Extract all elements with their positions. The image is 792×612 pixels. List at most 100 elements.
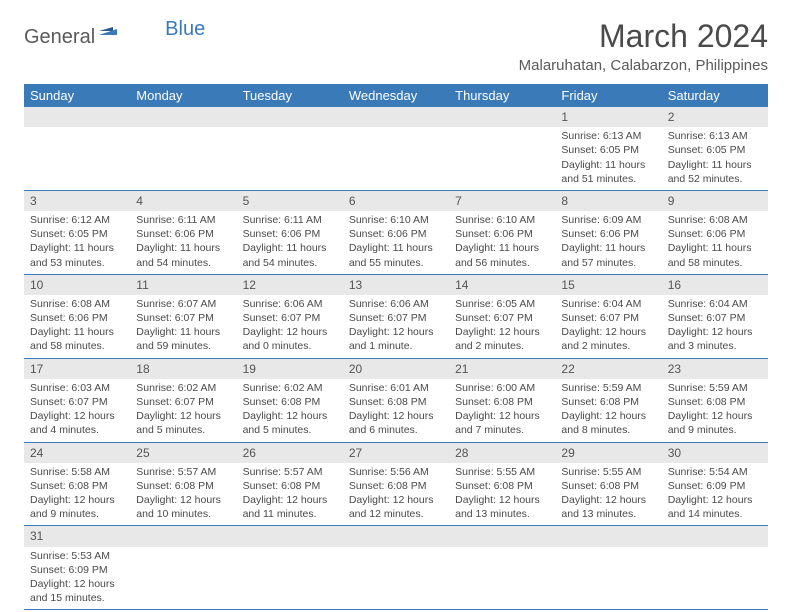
day-number-cell: 28 <box>449 442 555 463</box>
header-row: General Blue March 2024 Malaruhatan, Cal… <box>24 18 768 80</box>
day-data-cell <box>130 547 236 610</box>
day-data-cell: Sunrise: 5:55 AMSunset: 6:08 PMDaylight:… <box>555 463 661 526</box>
day-data-cell <box>237 127 343 190</box>
day-data-cell: Sunrise: 6:10 AMSunset: 6:06 PMDaylight:… <box>449 211 555 274</box>
day-data-cell: Sunrise: 6:12 AMSunset: 6:05 PMDaylight:… <box>24 211 130 274</box>
day-number-cell: 7 <box>449 190 555 211</box>
day-number-cell: 27 <box>343 442 449 463</box>
day-number-cell <box>449 526 555 547</box>
day-data-row: Sunrise: 6:08 AMSunset: 6:06 PMDaylight:… <box>24 295 768 358</box>
logo-text-general: General <box>24 26 95 49</box>
day-number-cell: 20 <box>343 358 449 379</box>
day-data-cell: Sunrise: 6:06 AMSunset: 6:07 PMDaylight:… <box>237 295 343 358</box>
day-number-cell <box>24 107 130 127</box>
day-number-cell <box>343 107 449 127</box>
day-data-cell: Sunrise: 6:11 AMSunset: 6:06 PMDaylight:… <box>130 211 236 274</box>
day-number-cell: 13 <box>343 274 449 295</box>
weekday-header: Sunday <box>24 84 130 107</box>
day-data-cell <box>343 547 449 610</box>
day-number-cell: 17 <box>24 358 130 379</box>
day-data-cell: Sunrise: 5:59 AMSunset: 6:08 PMDaylight:… <box>662 379 768 442</box>
day-data-cell: Sunrise: 5:53 AMSunset: 6:09 PMDaylight:… <box>24 547 130 610</box>
day-number-cell: 2 <box>662 107 768 127</box>
day-number-row: 24252627282930 <box>24 442 768 463</box>
day-data-cell: Sunrise: 5:58 AMSunset: 6:08 PMDaylight:… <box>24 463 130 526</box>
day-number-row: 10111213141516 <box>24 274 768 295</box>
weekday-header: Monday <box>130 84 236 107</box>
day-number-cell: 16 <box>662 274 768 295</box>
day-data-cell: Sunrise: 6:08 AMSunset: 6:06 PMDaylight:… <box>24 295 130 358</box>
day-number-cell <box>555 526 661 547</box>
day-number-row: 12 <box>24 107 768 127</box>
day-data-cell: Sunrise: 6:05 AMSunset: 6:07 PMDaylight:… <box>449 295 555 358</box>
logo-flag-icon <box>99 26 123 49</box>
day-data-cell: Sunrise: 5:59 AMSunset: 6:08 PMDaylight:… <box>555 379 661 442</box>
day-number-cell: 31 <box>24 526 130 547</box>
weekday-header: Friday <box>555 84 661 107</box>
day-number-cell: 4 <box>130 190 236 211</box>
day-data-cell: Sunrise: 6:01 AMSunset: 6:08 PMDaylight:… <box>343 379 449 442</box>
day-number-cell: 15 <box>555 274 661 295</box>
day-number-cell: 24 <box>24 442 130 463</box>
day-data-cell: Sunrise: 5:57 AMSunset: 6:08 PMDaylight:… <box>237 463 343 526</box>
weekday-header: Thursday <box>449 84 555 107</box>
day-data-cell: Sunrise: 6:07 AMSunset: 6:07 PMDaylight:… <box>130 295 236 358</box>
day-data-cell: Sunrise: 6:10 AMSunset: 6:06 PMDaylight:… <box>343 211 449 274</box>
day-data-cell: Sunrise: 6:04 AMSunset: 6:07 PMDaylight:… <box>662 295 768 358</box>
day-number-cell: 22 <box>555 358 661 379</box>
day-number-row: 31 <box>24 526 768 547</box>
calendar-body: 12Sunrise: 6:13 AMSunset: 6:05 PMDayligh… <box>24 107 768 610</box>
day-number-cell: 3 <box>24 190 130 211</box>
weekday-header: Tuesday <box>237 84 343 107</box>
day-data-row: Sunrise: 6:03 AMSunset: 6:07 PMDaylight:… <box>24 379 768 442</box>
day-data-cell <box>662 547 768 610</box>
day-number-cell <box>237 107 343 127</box>
day-data-cell: Sunrise: 6:13 AMSunset: 6:05 PMDaylight:… <box>662 127 768 190</box>
day-number-cell: 11 <box>130 274 236 295</box>
day-data-row: Sunrise: 6:13 AMSunset: 6:05 PMDaylight:… <box>24 127 768 190</box>
day-data-cell <box>130 127 236 190</box>
day-data-cell: Sunrise: 5:56 AMSunset: 6:08 PMDaylight:… <box>343 463 449 526</box>
day-number-cell: 29 <box>555 442 661 463</box>
logo-text-blue: Blue <box>165 18 205 41</box>
day-data-cell: Sunrise: 6:06 AMSunset: 6:07 PMDaylight:… <box>343 295 449 358</box>
day-data-cell: Sunrise: 6:13 AMSunset: 6:05 PMDaylight:… <box>555 127 661 190</box>
day-data-cell: Sunrise: 6:02 AMSunset: 6:08 PMDaylight:… <box>237 379 343 442</box>
day-data-cell: Sunrise: 5:57 AMSunset: 6:08 PMDaylight:… <box>130 463 236 526</box>
day-data-cell: Sunrise: 6:04 AMSunset: 6:07 PMDaylight:… <box>555 295 661 358</box>
day-data-cell: Sunrise: 6:09 AMSunset: 6:06 PMDaylight:… <box>555 211 661 274</box>
day-number-cell: 8 <box>555 190 661 211</box>
day-number-cell: 30 <box>662 442 768 463</box>
weekday-header: Wednesday <box>343 84 449 107</box>
title-block: March 2024 Malaruhatan, Calabarzon, Phil… <box>519 18 768 80</box>
day-data-row: Sunrise: 5:53 AMSunset: 6:09 PMDaylight:… <box>24 547 768 610</box>
day-data-cell <box>449 547 555 610</box>
day-data-cell: Sunrise: 6:00 AMSunset: 6:08 PMDaylight:… <box>449 379 555 442</box>
day-number-cell: 18 <box>130 358 236 379</box>
day-data-cell <box>449 127 555 190</box>
day-number-cell: 19 <box>237 358 343 379</box>
calendar-table: Sunday Monday Tuesday Wednesday Thursday… <box>24 84 768 610</box>
day-number-cell: 12 <box>237 274 343 295</box>
day-number-cell: 21 <box>449 358 555 379</box>
day-data-row: Sunrise: 5:58 AMSunset: 6:08 PMDaylight:… <box>24 463 768 526</box>
day-number-cell: 10 <box>24 274 130 295</box>
day-data-cell: Sunrise: 5:55 AMSunset: 6:08 PMDaylight:… <box>449 463 555 526</box>
day-number-cell <box>449 107 555 127</box>
day-number-row: 3456789 <box>24 190 768 211</box>
day-number-cell: 23 <box>662 358 768 379</box>
day-number-cell: 14 <box>449 274 555 295</box>
day-number-cell: 1 <box>555 107 661 127</box>
location-text: Malaruhatan, Calabarzon, Philippines <box>519 57 768 74</box>
day-number-cell <box>130 107 236 127</box>
page-title: March 2024 <box>519 18 768 55</box>
day-number-row: 17181920212223 <box>24 358 768 379</box>
day-number-cell: 25 <box>130 442 236 463</box>
day-data-cell: Sunrise: 6:11 AMSunset: 6:06 PMDaylight:… <box>237 211 343 274</box>
day-data-cell <box>555 547 661 610</box>
day-number-cell: 9 <box>662 190 768 211</box>
day-data-cell: Sunrise: 6:03 AMSunset: 6:07 PMDaylight:… <box>24 379 130 442</box>
day-number-cell <box>237 526 343 547</box>
day-data-cell: Sunrise: 6:02 AMSunset: 6:07 PMDaylight:… <box>130 379 236 442</box>
logo: General Blue <box>24 26 205 49</box>
